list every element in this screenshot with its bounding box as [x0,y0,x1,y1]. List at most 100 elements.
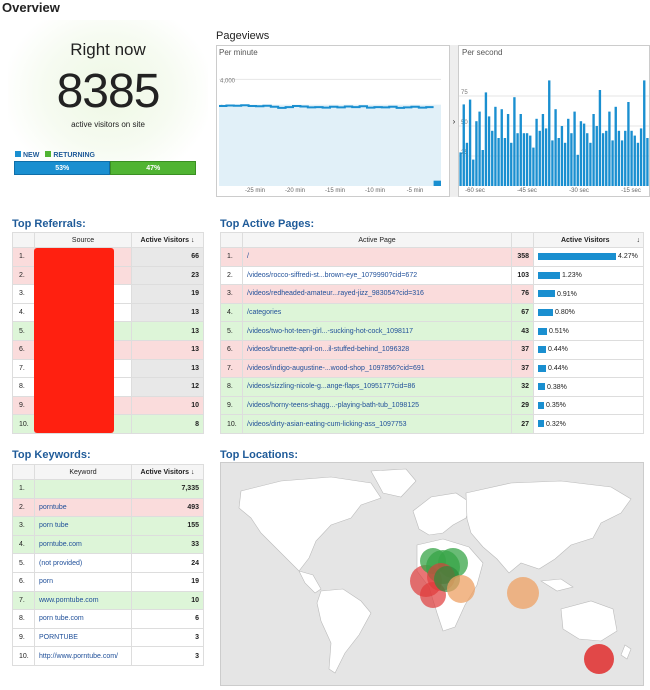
bar [519,114,522,186]
active-visitors-label: active visitors on site [71,120,145,129]
table-row[interactable]: 9./videos/horny-teens-shagg...-playing-b… [220,395,644,416]
share-percent: 0.80% [555,309,575,317]
active-page-link[interactable]: /videos/redheaded-amateur...rayed-jizz_9… [242,284,512,304]
bar [605,130,608,186]
page-share-cell: 0.51% [533,321,644,341]
pages-col-page[interactable]: Active Page [242,232,512,248]
table-row[interactable]: 5. (not provided) 24 [12,553,204,573]
table-row[interactable]: 10./videos/dirty-asian-eating-cum-lickin… [220,414,644,434]
bar [643,80,646,186]
location-bubbles [410,548,614,674]
keyword-link[interactable]: (not provided) [34,553,132,573]
table-row[interactable]: 10. http://www.porntube.com/3 [12,646,204,666]
share-bar [538,364,546,372]
share-percent: 0.51% [549,327,569,335]
keyword-link[interactable]: porn [34,571,132,592]
bar [614,106,617,186]
keywords-col-keyword[interactable]: Keyword [34,464,132,480]
x-tick-label: -30 sec [569,188,589,194]
keyword-link[interactable]: http://www.porntube.com/ [34,646,132,666]
bar [551,140,554,186]
keyword-visitors: 10 [131,590,204,611]
share-percent: 0.32% [546,420,566,428]
bar [611,140,614,186]
active-page-link[interactable]: /videos/two-hot-teen-girl...-sucking-hot… [242,321,512,341]
table-row[interactable]: 7./videos/indigo-augustine-...wood-shop_… [220,358,644,379]
active-page-link[interactable]: /videos/indigo-augustine-...wood-shop_10… [242,358,512,379]
table-row[interactable]: 2./videos/rocco-siffredi-st...brown-eye_… [220,265,644,286]
referrals-col-visitors-label: Active Visitors [140,236,190,244]
keyword-link[interactable]: PORNTUBE [34,627,132,648]
table-row[interactable]: 6./videos/brunette-april-on...il-stuffed… [220,339,644,360]
indonesia-shape [540,578,574,592]
page-visitors: 37 [511,358,534,379]
row-index: 10. [220,414,243,434]
bar [535,118,538,186]
table-row[interactable]: 1./358 4.27% [220,247,644,267]
page-visitors: 103 [511,265,534,286]
bar [459,152,462,186]
active-page-link[interactable]: /categories [242,302,512,323]
table-row[interactable]: 9. PORNTUBE 3 [12,627,204,648]
keyword-link[interactable]: porntube.com [34,534,132,555]
table-row[interactable]: 5./videos/two-hot-teen-girl...-sucking-h… [220,321,644,341]
keywords-col-index [12,464,35,480]
table-row[interactable]: 8. porn tube.com 6 [12,609,204,629]
active-page-link[interactable]: /videos/brunette-april-on...il-stuffed-b… [242,339,512,360]
page-title: Overview [2,0,60,15]
keyword-link[interactable]: www.porntube.com [34,590,132,611]
row-index: 8. [220,377,243,397]
row-index: 2. [12,497,35,518]
bar [529,135,532,186]
row-index: 10. [12,646,35,666]
keyword-link[interactable]: porn tube [34,516,132,536]
keyword-link[interactable]: porn tube.com [34,609,132,629]
bar [491,130,494,186]
table-row[interactable]: 8./videos/sizzling-nicole-g...ange-flaps… [220,377,644,397]
bar [598,90,602,186]
row-index: 1. [12,247,35,267]
table-row[interactable]: 1. 7,335 [12,479,204,499]
row-index: 4. [220,302,243,323]
page-share-cell: 0.44% [533,339,644,360]
share-bar [538,401,544,409]
table-row[interactable]: 4. porntube.com 33 [12,534,204,555]
chevron-right-icon[interactable]: › [449,45,458,197]
active-page-link[interactable]: /videos/dirty-asian-eating-cum-licking-a… [242,414,512,434]
table-row[interactable]: 7. www.porntube.com 10 [12,590,204,611]
pages-col-index [220,232,243,248]
europe-shape [412,492,472,536]
page-visitors: 358 [511,247,534,267]
bar [557,138,560,186]
top-locations-title: Top Locations: [220,449,299,461]
table-row[interactable]: 4./categories 67 0.80% [220,302,644,323]
row-index: 7. [12,358,35,379]
keywords-col-visitors-label: Active Visitors [140,468,190,476]
bar [592,114,595,186]
bar [541,114,545,186]
active-page-link[interactable]: /videos/horny-teens-shagg...-playing-bat… [242,395,512,416]
keyword-visitors: 6 [131,609,204,629]
keyword-link[interactable]: porntube [34,497,132,518]
keyword-visitors: 19 [131,571,204,592]
keywords-col-visitors[interactable]: Active Visitors ↓ [131,464,204,480]
bar [506,114,510,186]
table-row[interactable]: 3./videos/redheaded-amateur...rayed-jizz… [220,284,644,304]
active-page-link[interactable]: /videos/rocco-siffredi-st...brown-eye_10… [242,265,512,286]
pages-col-visitors[interactable]: Active Visitors ↓ [533,232,644,248]
active-page-link[interactable]: / [242,247,512,267]
table-row[interactable]: 6. porn 19 [12,571,204,592]
active-page-link[interactable]: /videos/sizzling-nicole-g...ange-flaps_1… [242,377,512,397]
share-bar [538,271,560,279]
locations-map[interactable] [220,462,644,686]
bar [627,102,630,186]
table-row[interactable]: 2. porntube 493 [12,497,204,518]
top-referrals-title: Top Referrals: [12,218,86,230]
legend-new: NEW [15,151,39,159]
table-row[interactable]: 3. porn tube 155 [12,516,204,536]
keyword-visitors: 24 [131,553,204,573]
bar [522,133,526,186]
referrals-col-source[interactable]: Source [34,232,132,248]
referrals-col-visitors[interactable]: Active Visitors ↓ [131,232,204,248]
keyword-link[interactable] [34,479,132,499]
